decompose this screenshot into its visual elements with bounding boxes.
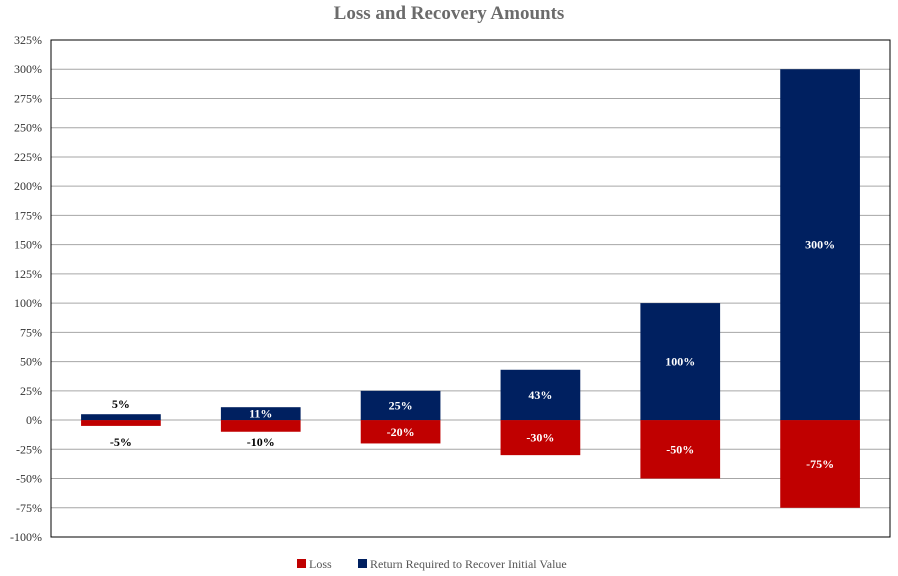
data-label-return: 43%	[528, 388, 552, 402]
bars	[81, 69, 860, 508]
y-axis-ticks: 325% 300% 275% 250% 225% 200% 175% 150% 125% 100%…	[10, 33, 42, 544]
legend-swatch-return	[358, 559, 367, 568]
y-tick-label: 250%	[14, 121, 42, 135]
y-tick-label: 75%	[20, 325, 42, 339]
y-tick-label: 150%	[14, 238, 42, 252]
y-tick-label: 175%	[14, 208, 42, 222]
bar-return	[360, 390, 441, 421]
y-tick-label: 125%	[14, 267, 42, 281]
legend: Loss Return Required to Recover Initial …	[297, 557, 567, 571]
bar-return	[220, 407, 301, 421]
y-tick-label: 50%	[20, 355, 42, 369]
y-tick-label: -50%	[16, 472, 42, 486]
legend-label-return: Return Required to Recover Initial Value	[370, 557, 567, 571]
bar-loss	[640, 420, 721, 479]
y-tick-label: -75%	[16, 501, 42, 515]
y-tick-label: 275%	[14, 91, 42, 105]
data-label-loss: -30%	[526, 431, 554, 445]
y-tick-label: 300%	[14, 62, 42, 76]
chart-title: Loss and Recovery Amounts	[334, 3, 565, 24]
data-labels: -5% 5% -10% 11% -20% 25% -30% 43% -50% 100% -75% 30…	[110, 238, 835, 471]
bar-loss	[360, 420, 441, 444]
y-tick-label: 325%	[14, 33, 42, 47]
bar-loss	[220, 420, 301, 432]
data-label-return: 100%	[665, 355, 695, 369]
data-label-return: 25%	[389, 398, 413, 412]
data-label-loss: -50%	[666, 442, 694, 456]
plot-area-border	[50, 39, 891, 538]
y-tick-label: 225%	[14, 150, 42, 164]
y-tick-label: -100%	[10, 530, 42, 544]
y-tick-label: 0%	[26, 413, 42, 427]
data-label-loss: -20%	[387, 425, 415, 439]
data-label-return: 5%	[112, 397, 130, 411]
bar-return	[81, 414, 161, 421]
data-label-return: 11%	[249, 407, 272, 421]
bar-return	[640, 303, 721, 421]
legend-swatch-loss	[297, 559, 306, 568]
gridlines	[51, 68, 890, 509]
bar-return	[780, 69, 860, 421]
legend-label-loss: Loss	[309, 557, 332, 571]
y-tick-label: 200%	[14, 179, 42, 193]
bar-loss	[500, 420, 581, 456]
y-tick-label: 25%	[20, 384, 42, 398]
data-label-loss: -10%	[247, 435, 275, 449]
bar-return	[500, 369, 581, 421]
y-tick-label: -25%	[16, 442, 42, 456]
bar-loss	[81, 420, 161, 426]
data-label-return: 300%	[805, 238, 835, 252]
y-tick-label: 100%	[14, 296, 42, 310]
data-label-loss: -75%	[806, 457, 834, 471]
bar-loss	[780, 420, 860, 508]
data-label-loss: -5%	[110, 435, 132, 449]
